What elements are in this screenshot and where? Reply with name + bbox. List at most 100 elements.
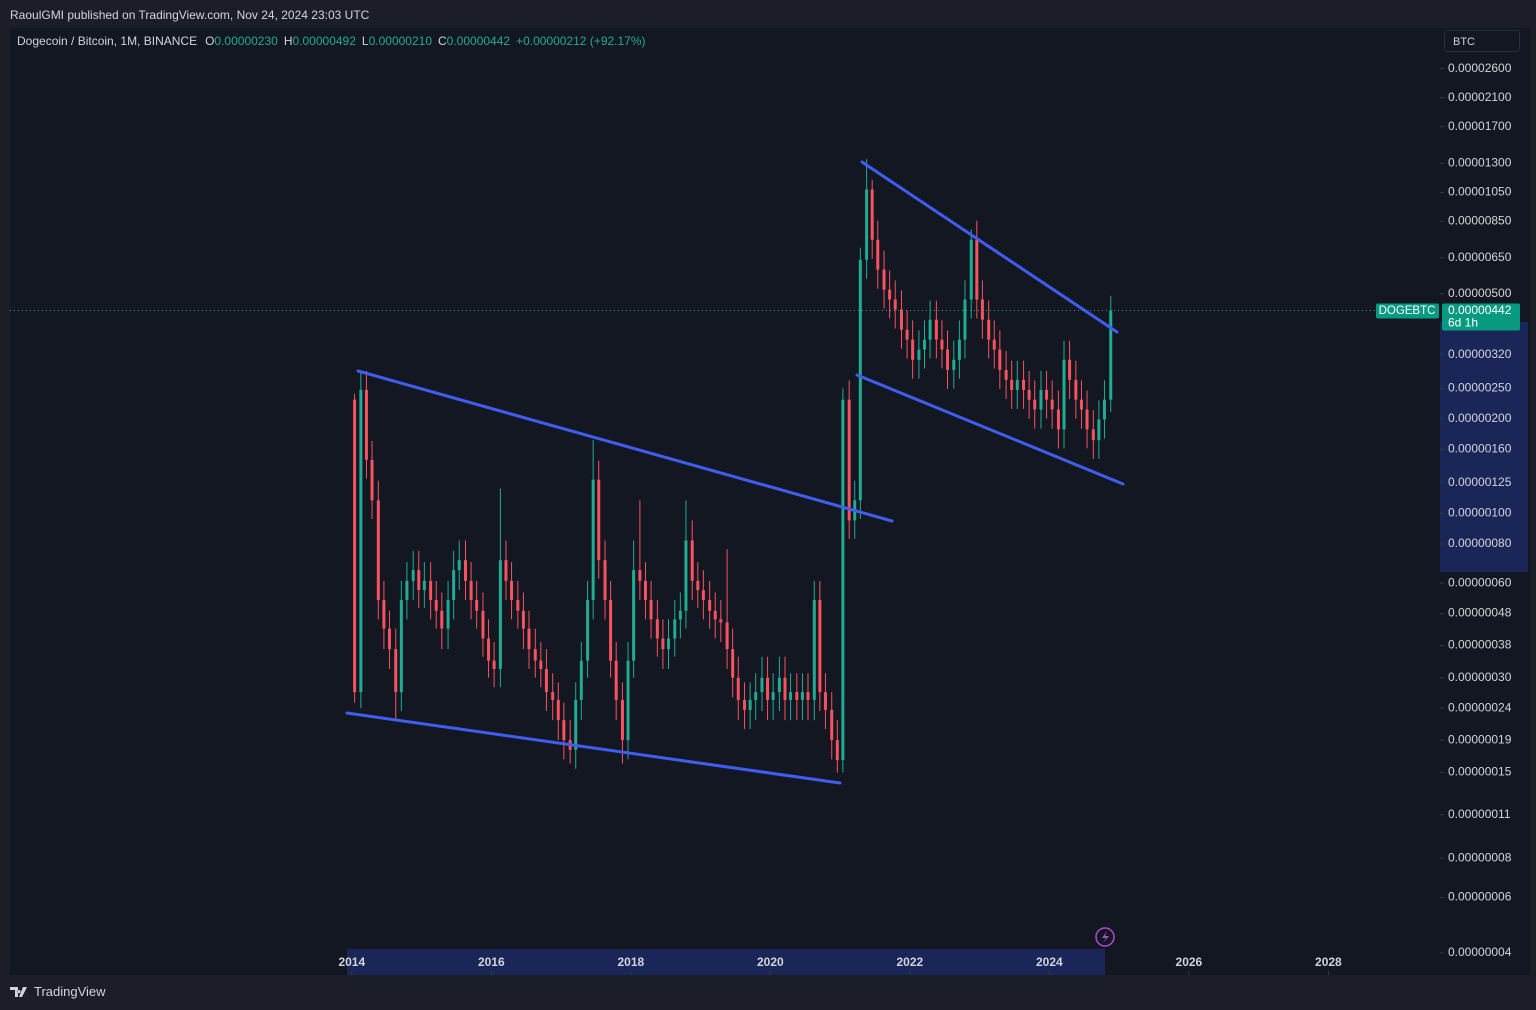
icon-bolt[interactable] [1102, 931, 1109, 943]
y-tick-label: 0.00001050 [1448, 185, 1512, 199]
y-tick-label: 0.00000011 [1448, 807, 1511, 821]
price-tag-countdown: 6d 1h [1448, 316, 1478, 330]
candle-body [609, 600, 613, 661]
candle-body [980, 299, 984, 320]
y-tick-label: 0.00000160 [1448, 441, 1512, 455]
candle-body [888, 289, 892, 300]
y-tick-label: 0.00000080 [1448, 536, 1512, 550]
x-tick-label: 2020 [757, 955, 784, 969]
candle-body [440, 610, 444, 629]
candle-body [719, 619, 723, 623]
candle-body [364, 389, 368, 460]
candle-body [1050, 399, 1054, 410]
candle-body [614, 660, 618, 700]
candle-body [649, 600, 653, 620]
candle-body [795, 692, 799, 700]
x-tick-label: 2024 [1036, 955, 1063, 969]
y-tick-label: 0.00000100 [1448, 506, 1512, 520]
candle-body [498, 560, 502, 669]
candle-body [1045, 389, 1049, 400]
y-tick-label: 0.00002600 [1448, 61, 1512, 75]
y-tick-label: 0.00000500 [1448, 286, 1512, 300]
candle-body [504, 560, 508, 581]
y-tick-label: 0.00000850 [1448, 213, 1512, 227]
candle-body [731, 649, 735, 678]
y-tick-label: 0.00000200 [1448, 411, 1512, 425]
candle-body [893, 299, 897, 310]
candle-body [579, 660, 583, 700]
candle-body [830, 709, 834, 741]
candle-body [370, 459, 374, 501]
candle-body [760, 677, 764, 693]
candle-body [359, 389, 363, 693]
candle-body [905, 329, 909, 340]
candle-body [923, 339, 927, 350]
candle-body [789, 692, 793, 700]
candle-body [928, 319, 932, 340]
candle-body [678, 610, 682, 620]
candle-body [946, 349, 950, 370]
candle-body [376, 500, 380, 601]
candle-body [1033, 399, 1037, 410]
high-value: 0.00000492 [292, 34, 356, 48]
candle-body [492, 660, 496, 669]
candle-body [835, 740, 839, 761]
candle-body [847, 399, 851, 521]
symbol-tag [1376, 303, 1439, 319]
candle-body [957, 339, 961, 360]
y-tick-label: 0.00000650 [1448, 250, 1512, 264]
candle-body [690, 540, 694, 581]
y-tick-label: 0.00000320 [1448, 347, 1512, 361]
candle-body [754, 692, 758, 700]
y-tick-label: 0.00000006 [1448, 890, 1512, 904]
candle-body [481, 610, 485, 639]
price-tag-value: 0.00000442 [1448, 303, 1512, 317]
candle-body [917, 349, 921, 360]
y-tick-label: 0.00000250 [1448, 380, 1512, 394]
x-tick-label: 2018 [617, 955, 644, 969]
candle-body [591, 479, 595, 601]
candle-body [516, 600, 520, 611]
logo [10, 986, 27, 997]
y-tick-label: 0.00002100 [1448, 90, 1512, 104]
candle-body [713, 610, 717, 620]
candle-body [1085, 409, 1089, 430]
y-tick-label: 0.00000048 [1448, 606, 1512, 620]
candle-body [603, 560, 607, 601]
ohlc-legend: Dogecoin / Bitcoin, 1M, BINANCE O 0.00000… [17, 34, 652, 48]
candle-body [464, 560, 468, 581]
y-tick-label: 0.00000004 [1448, 945, 1512, 959]
open-key: O [205, 34, 215, 48]
y-tick-label: 0.00001700 [1448, 119, 1512, 133]
change: +0.00000212 (+92.17%) [516, 34, 646, 48]
candle-body [429, 580, 433, 601]
currency-button[interactable]: BTC [1444, 30, 1520, 52]
candle-body [655, 619, 659, 639]
candle-body [539, 660, 543, 669]
candle-body [469, 580, 473, 601]
y-tick-label: 0.00000125 [1448, 475, 1512, 489]
close-key: C [438, 34, 447, 48]
candle-body [411, 570, 415, 581]
candle-body [876, 239, 880, 270]
candle-body [510, 580, 514, 601]
icon-circle[interactable] [1095, 927, 1115, 947]
candle-body [696, 580, 700, 591]
trendline [345, 711, 842, 785]
candle-body [870, 189, 874, 240]
candle-body [771, 692, 775, 700]
candle-body [666, 638, 670, 650]
replay-icon[interactable] [1095, 927, 1115, 947]
x-range-highlight [347, 949, 1105, 975]
candle-body [1010, 379, 1014, 390]
candle-body [1056, 409, 1060, 430]
y-tick-label: 0.00000060 [1448, 575, 1512, 589]
candle-body [521, 610, 525, 629]
candle-body [353, 399, 357, 693]
candle-body [399, 600, 403, 693]
close-value: 0.00000442 [446, 34, 511, 48]
candle-body [452, 570, 456, 601]
candle-body [998, 349, 1002, 370]
candle-body [969, 239, 973, 300]
